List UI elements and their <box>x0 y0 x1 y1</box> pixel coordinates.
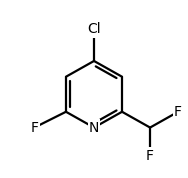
Text: Cl: Cl <box>87 22 101 36</box>
Text: N: N <box>89 121 99 135</box>
Text: F: F <box>146 149 154 163</box>
Text: F: F <box>30 121 38 135</box>
Text: F: F <box>174 105 182 119</box>
